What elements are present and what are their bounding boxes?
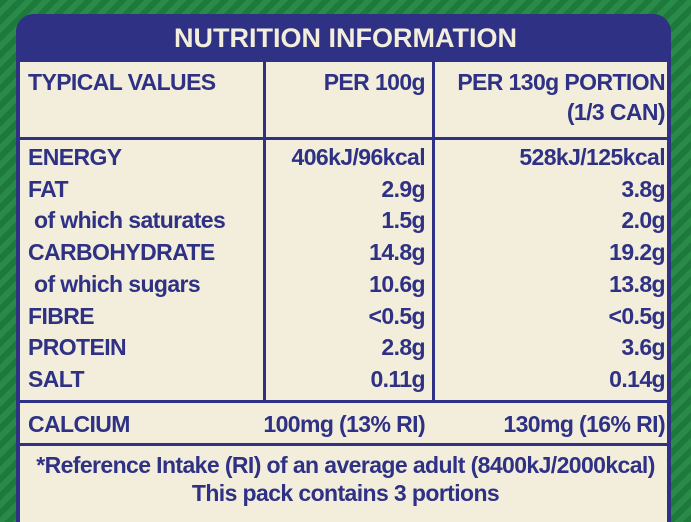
calcium-value: 100mg (13% RI) xyxy=(263,411,425,437)
per-portion: 528kJ/125kcal xyxy=(519,144,665,170)
footnote: This pack contains 3 portions xyxy=(191,480,500,506)
panel xyxy=(16,14,671,522)
calcium-value: 130mg (16% RI) xyxy=(503,411,665,437)
per-100g: 14.8g xyxy=(369,239,425,266)
per-portion: 0.14g xyxy=(609,365,665,392)
rule xyxy=(432,62,435,400)
per-portion: 13.8g xyxy=(609,270,665,297)
nutrient-label: SALT xyxy=(28,365,85,392)
per-portion: 19.2g xyxy=(609,239,665,266)
nutrient-label: PROTEIN xyxy=(28,334,127,361)
footnote: *Reference Intake (RI) of an average adu… xyxy=(36,452,655,478)
nutrient-label: of which sugars xyxy=(34,270,201,297)
rule xyxy=(20,400,667,403)
title: NUTRITION INFORMATION xyxy=(174,23,517,53)
per-100g: 2.9g xyxy=(381,175,425,202)
rule xyxy=(20,443,667,446)
header-cell: PER 100g xyxy=(323,69,426,95)
per-portion: 3.6g xyxy=(621,334,665,361)
header-cell: TYPICAL VALUES xyxy=(28,69,216,95)
rule xyxy=(20,137,667,140)
nutrient-label: FAT xyxy=(28,175,69,202)
per-100g: 0.11g xyxy=(370,365,425,392)
nutrient-label: ENERGY xyxy=(28,144,122,170)
per-portion: 2.0g xyxy=(621,207,665,234)
per-portion: <0.5g xyxy=(608,302,666,329)
per-100g: 10.6g xyxy=(369,270,425,297)
per-100g: 1.5g xyxy=(381,207,425,234)
rule xyxy=(263,62,266,400)
per-100g: <0.5g xyxy=(368,302,426,329)
nutrient-label: of which saturates xyxy=(34,207,226,234)
nutrient-label: FIBRE xyxy=(28,302,95,329)
header-cell: (1/3 CAN) xyxy=(566,99,666,125)
per-100g: 2.8g xyxy=(381,334,425,361)
per-100g: 406kJ/96kcal xyxy=(291,144,426,170)
per-portion: 3.8g xyxy=(621,175,665,202)
nutrient-label: CARBOHYDRATE xyxy=(28,239,215,266)
calcium-label: CALCIUM xyxy=(28,411,130,437)
header-cell: PER 130g PORTION xyxy=(457,69,665,95)
title-bar xyxy=(16,14,671,62)
